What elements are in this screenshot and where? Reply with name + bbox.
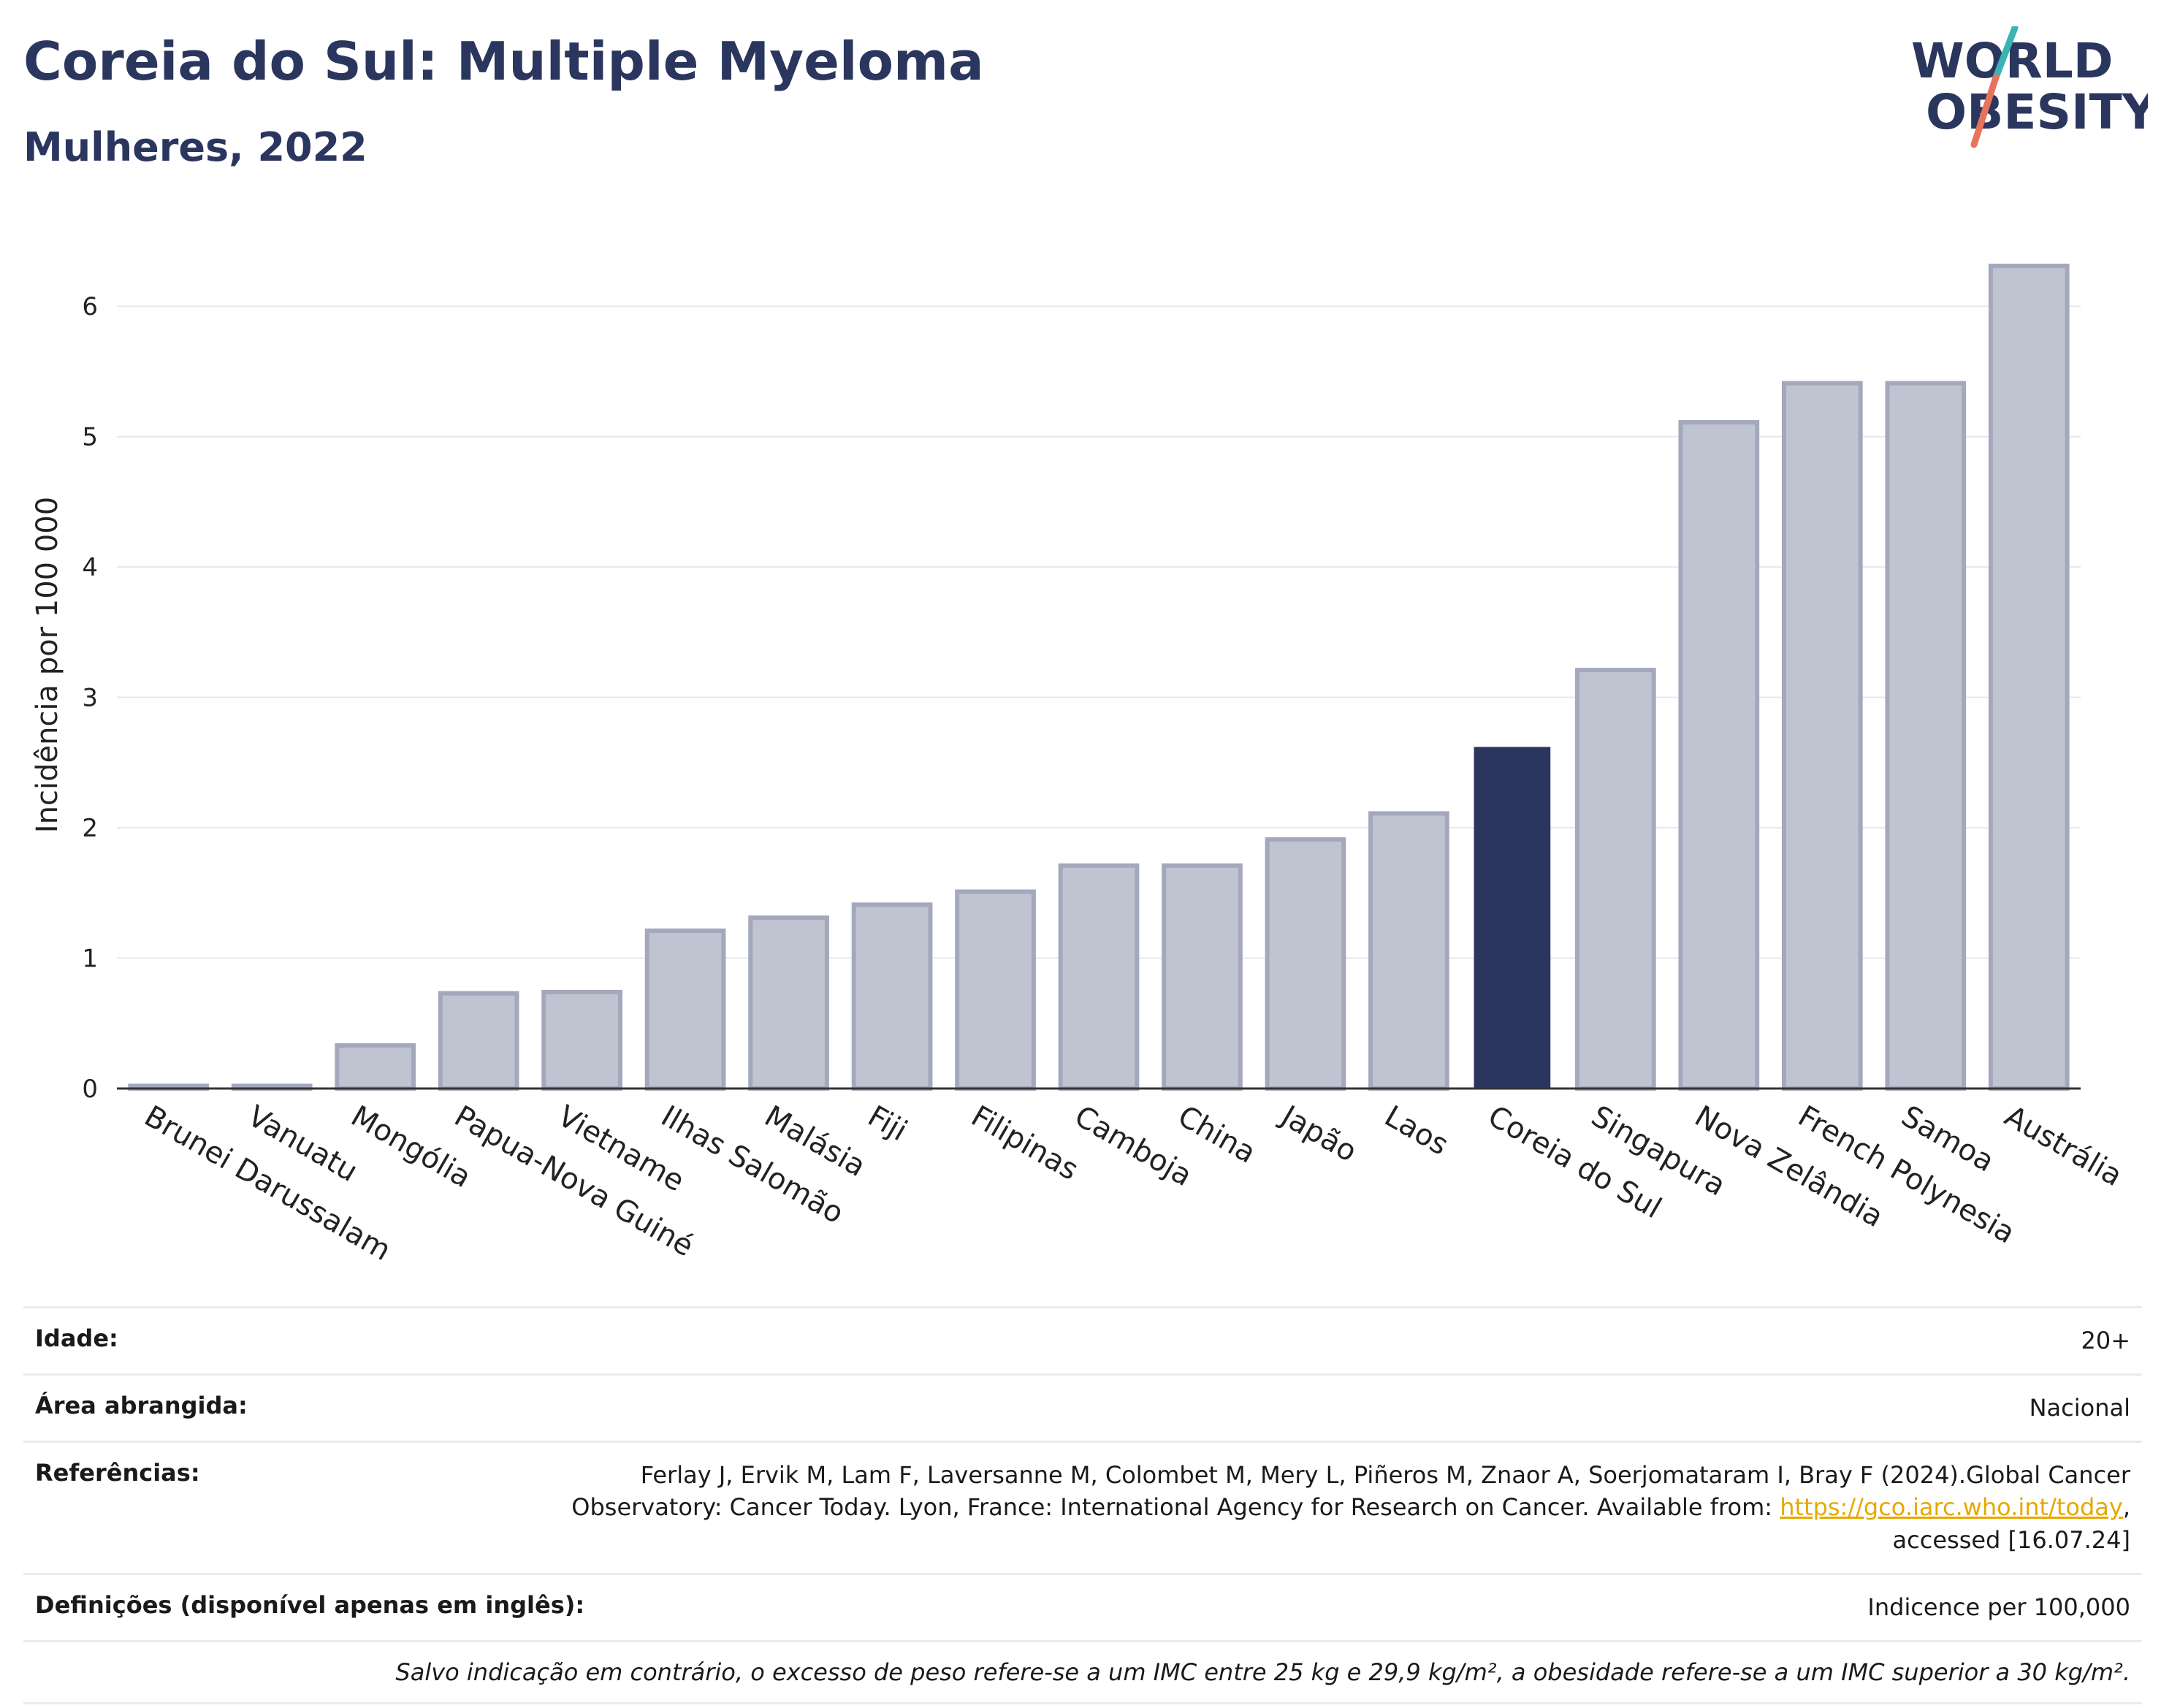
bar [748, 915, 829, 1091]
y-tick-labels: 0 1 2 3 4 5 6 [82, 292, 98, 1104]
y-tick-label: 2 [82, 814, 98, 843]
x-category-label: Austrália [1999, 1099, 2127, 1193]
definitions-label: Definições (disponível apenas em inglês)… [35, 1590, 585, 1619]
x-category-label: Laos [1379, 1099, 1454, 1162]
definitions-value: Indicence per 100,000 [1867, 1593, 2130, 1621]
bmi-note: Salvo indicação em contrário, o excesso … [395, 1658, 2130, 1686]
y-tick-label: 4 [82, 553, 98, 582]
bar [1678, 420, 1760, 1091]
age-label: Idade: [35, 1324, 118, 1352]
x-category-labels: Brunei DarussalamVanuatuMongóliaPapua-No… [139, 1098, 2128, 1267]
info-table: Idade: 20+ Área abrangida: Nacional Refe… [23, 1306, 2142, 1704]
bar [1575, 668, 1656, 1091]
bar [644, 929, 726, 1091]
reference-link[interactable]: https://gco.iarc.who.int/today [1780, 1493, 2123, 1522]
references-label: Referências: [35, 1458, 200, 1487]
info-row-area: Área abrangida: Nacional [23, 1373, 2142, 1441]
bar [335, 1043, 416, 1091]
bar-highlight [1474, 747, 1551, 1089]
logo-slash-bottom [1970, 74, 2000, 148]
x-category-label: Filipinas [966, 1099, 1084, 1187]
world-obesity-logo: WORLD OBESITY [1911, 26, 2148, 148]
info-note-row: Salvo indicação em contrário, o excesso … [23, 1639, 2142, 1704]
bar [541, 989, 622, 1091]
reference-line2: Observatory: Cancer Today. Lyon, France:… [571, 1493, 1780, 1522]
logo-slash-top [1992, 26, 2019, 81]
bar [1368, 811, 1449, 1091]
bar [1265, 837, 1346, 1091]
x-category-label: Camboja [1069, 1099, 1197, 1193]
y-tick-label: 0 [82, 1075, 98, 1104]
bar [1988, 263, 2070, 1091]
bar [438, 991, 519, 1091]
reference-line1: Ferlay J, Ervik M, Lam F, Laversanne M, … [640, 1460, 2130, 1489]
y-tick-label: 6 [82, 292, 98, 321]
x-category-label: Ilhas Salomão [655, 1099, 849, 1231]
info-row-definitions: Definições (disponível apenas em inglês)… [23, 1572, 2142, 1640]
info-row-references: Referências: Ferlay J, Ervik M, Lam F, L… [23, 1440, 2142, 1573]
y-axis-title: Incidência por 100 000 [31, 497, 64, 833]
references-value: Ferlay J, Ervik M, Lam F, Laversanne M, … [571, 1459, 2130, 1557]
bar-chart: 0 1 2 3 4 5 6 Brunei DarussalamVanuatuMongólia… [31, 263, 2128, 1267]
bars [128, 263, 2070, 1091]
bar [955, 889, 1036, 1091]
page-title: Coreia do Sul: Multiple Myeloma [23, 31, 984, 92]
y-tick-label: 3 [82, 684, 98, 713]
y-tick-label: 1 [82, 945, 98, 974]
page-subtitle: Mulheres, 2022 [23, 124, 367, 170]
age-value: 20+ [2081, 1327, 2130, 1354]
info-row-age: Idade: 20+ [23, 1306, 2142, 1373]
y-tick-label: 5 [82, 423, 98, 452]
reference-line2-end: , [2122, 1493, 2130, 1522]
reference-line3: accessed [16.07.24] [1892, 1526, 2130, 1555]
logo-line2: OBESITY [1926, 84, 2148, 140]
bar [1885, 381, 1967, 1091]
x-category-label: Fiji [862, 1099, 912, 1148]
bar [1058, 863, 1140, 1091]
bar [1162, 863, 1243, 1091]
bar [851, 902, 933, 1091]
area-label: Área abrangida: [35, 1391, 248, 1419]
bar [1781, 381, 1863, 1091]
x-category-label: Coreia do Sul [1482, 1099, 1667, 1226]
area-value: Nacional [2029, 1393, 2130, 1422]
x-category-label: Japão [1273, 1098, 1362, 1169]
